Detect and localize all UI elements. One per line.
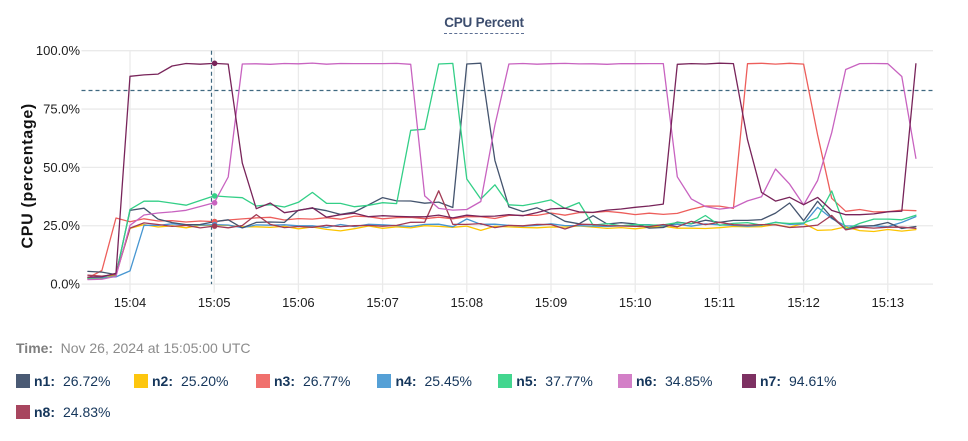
svg-text:15:10: 15:10 [619,295,652,310]
svg-text:15:07: 15:07 [366,295,399,310]
svg-text:25.0%: 25.0% [43,218,80,233]
svg-text:15:06: 15:06 [282,295,315,310]
svg-text:15:08: 15:08 [451,295,484,310]
svg-text:0.0%: 0.0% [50,277,80,292]
svg-text:CPU (percentage): CPU (percentage) [20,103,37,248]
svg-text:15:12: 15:12 [787,295,820,310]
svg-text:75.0%: 75.0% [43,102,80,117]
svg-text:15:11: 15:11 [704,295,736,310]
svg-text:15:04: 15:04 [114,295,147,310]
svg-text:15:05: 15:05 [198,295,231,310]
svg-text:50.0%: 50.0% [43,160,80,175]
svg-text:15:09: 15:09 [535,295,568,310]
svg-text:15:13: 15:13 [872,295,905,310]
svg-text:100.0%: 100.0% [36,43,81,58]
